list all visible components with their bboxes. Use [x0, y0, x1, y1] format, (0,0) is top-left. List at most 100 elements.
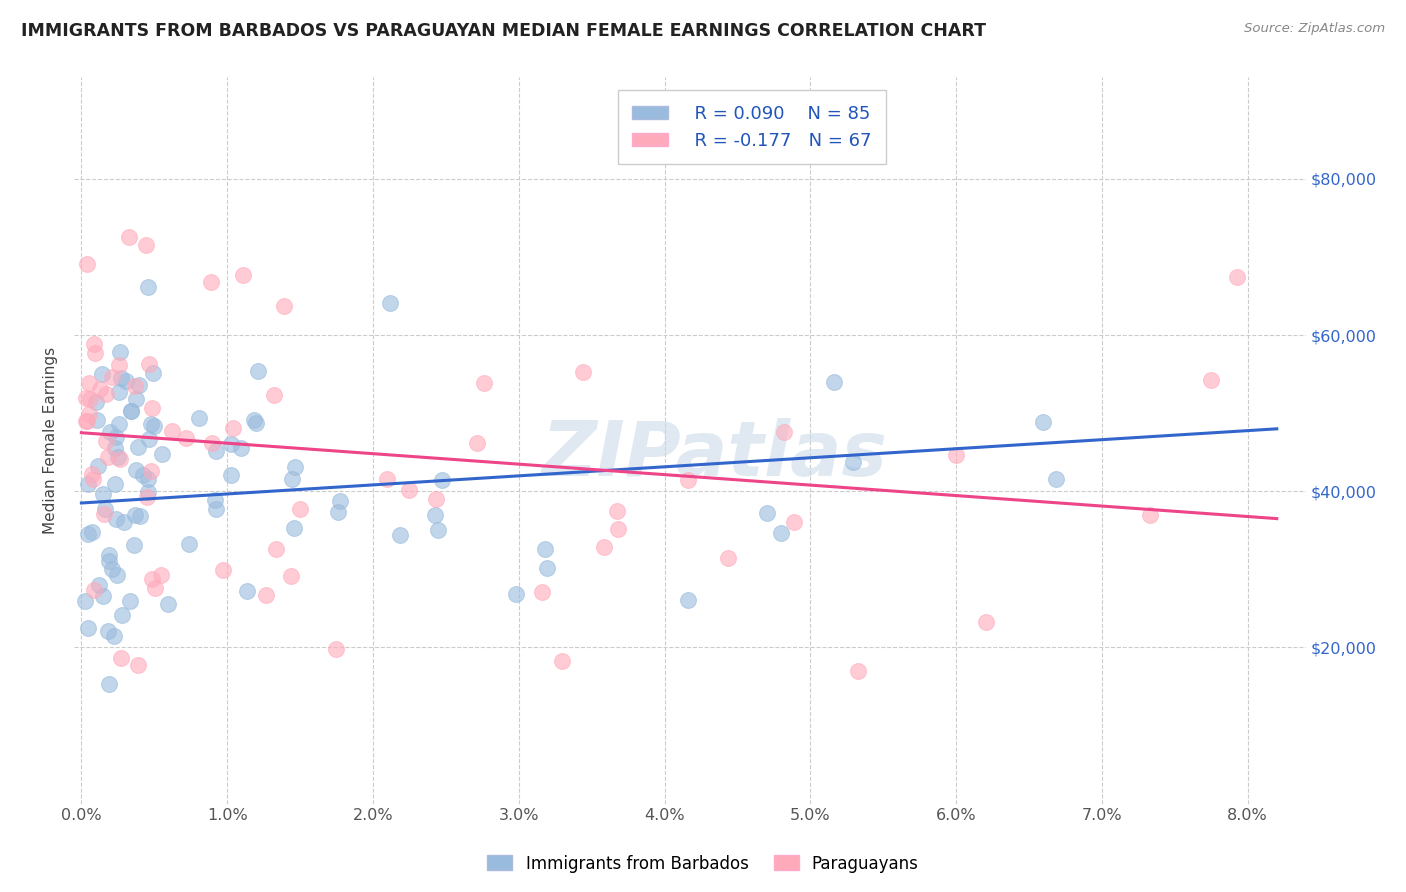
Point [107, 450, 129, 465]
Point [127, 657, 149, 672]
Point [91, 589, 114, 603]
Point [141, 572, 163, 586]
Point [245, 416, 267, 430]
Point [846, 664, 869, 678]
Point [465, 435, 488, 450]
Point [378, 296, 401, 310]
Y-axis label: Median Female Earnings: Median Female Earnings [44, 347, 58, 534]
Point [592, 540, 614, 554]
Point [76, 621, 98, 635]
Point [127, 440, 149, 454]
Point [129, 508, 152, 523]
Point [128, 377, 150, 392]
Point [142, 366, 165, 380]
Point [136, 280, 159, 294]
Point [93, 508, 115, 522]
Point [98, 548, 121, 562]
Point [571, 365, 593, 379]
Point [75, 414, 97, 428]
Point [105, 567, 128, 582]
Point [329, 493, 352, 508]
Point [77, 526, 100, 541]
Point [325, 641, 347, 656]
Point [120, 404, 142, 418]
Point [606, 522, 628, 536]
Point [101, 562, 124, 576]
Point [389, 528, 412, 542]
Point [174, 431, 197, 445]
Point [125, 392, 148, 406]
Point [111, 607, 134, 622]
Point [426, 523, 449, 537]
Point [842, 455, 865, 469]
Point [112, 515, 135, 529]
Point [141, 401, 163, 415]
Point [138, 357, 160, 371]
Point [205, 444, 228, 458]
Point [82, 524, 104, 539]
Point [136, 472, 159, 486]
Point [86, 413, 108, 427]
Point [1139, 508, 1161, 523]
Point [105, 430, 128, 444]
Point [974, 615, 997, 629]
Point [79, 392, 101, 406]
Point [200, 275, 222, 289]
Point [219, 437, 242, 451]
Text: ZIPatlas: ZIPatlas [541, 418, 887, 492]
Point [110, 451, 132, 466]
Point [87, 458, 110, 473]
Point [79, 376, 101, 391]
Point [110, 344, 132, 359]
Point [678, 474, 700, 488]
Point [254, 588, 277, 602]
Point [94, 502, 117, 516]
Point [101, 370, 124, 384]
Point [77, 477, 100, 491]
Legend: Immigrants from Barbados, Paraguayans: Immigrants from Barbados, Paraguayans [481, 848, 925, 880]
Point [124, 379, 146, 393]
Point [505, 587, 527, 601]
Point [124, 508, 146, 523]
Point [98, 677, 121, 691]
Point [243, 413, 266, 427]
Point [204, 492, 226, 507]
Point [83, 337, 105, 351]
Point [107, 417, 129, 432]
Point [769, 525, 792, 540]
Point [97, 624, 120, 639]
Point [534, 542, 557, 557]
Point [264, 541, 287, 556]
Point [139, 464, 162, 478]
Point [104, 442, 127, 456]
Point [283, 521, 305, 535]
Point [273, 299, 295, 313]
Point [1045, 472, 1067, 486]
Point [91, 368, 114, 382]
Point [122, 538, 145, 552]
Point [97, 450, 120, 464]
Point [83, 583, 105, 598]
Point [131, 467, 153, 482]
Point [160, 425, 183, 439]
Point [136, 485, 159, 500]
Point [79, 408, 101, 422]
Point [89, 578, 111, 592]
Point [328, 505, 350, 519]
Point [82, 472, 104, 486]
Point [76, 414, 98, 428]
Point [110, 371, 132, 385]
Point [156, 597, 179, 611]
Point [118, 594, 141, 608]
Point [423, 508, 446, 523]
Point [98, 425, 121, 440]
Point [717, 550, 740, 565]
Point [205, 502, 228, 516]
Point [536, 561, 558, 575]
Point [1199, 373, 1222, 387]
Text: IMMIGRANTS FROM BARBADOS VS PARAGUAYAN MEDIAN FEMALE EARNINGS CORRELATION CHART: IMMIGRANTS FROM BARBADOS VS PARAGUAYAN M… [21, 22, 986, 40]
Point [219, 468, 242, 483]
Point [246, 364, 269, 378]
Point [430, 474, 453, 488]
Point [1226, 270, 1249, 285]
